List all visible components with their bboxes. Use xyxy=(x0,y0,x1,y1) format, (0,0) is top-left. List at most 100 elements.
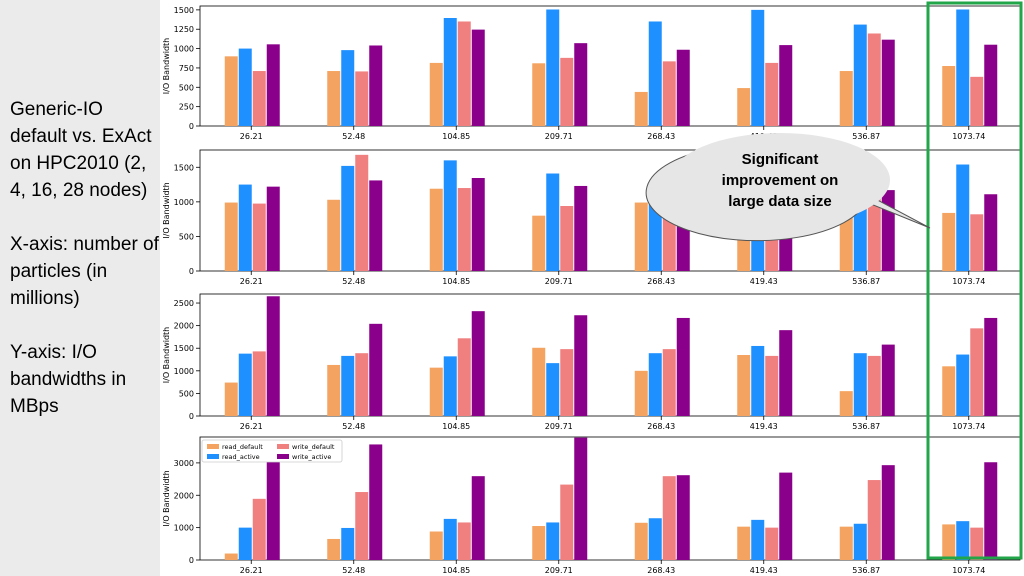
bar-write-default xyxy=(662,476,676,560)
bar-write-default xyxy=(560,484,574,560)
bar-read-active xyxy=(341,50,355,127)
legend-swatch xyxy=(277,444,289,449)
bar-read-active xyxy=(238,184,252,271)
x-tick-label: 26.21 xyxy=(240,277,263,286)
y-tick-label: 0 xyxy=(189,267,194,276)
bar-write-default xyxy=(560,206,574,271)
chart-panel-3: 0 500 1000 1500 2000 2500 I/O Bandwidth 26.21 52… xyxy=(162,293,1021,431)
bar-write-active xyxy=(984,462,998,560)
x-tick-label: 104.85 xyxy=(442,566,470,575)
y-axis-label: I/O Bandwidth xyxy=(162,470,171,526)
bar-write-active xyxy=(779,330,793,416)
bar-read-default xyxy=(634,522,648,560)
y-tick-label: 1500 xyxy=(174,163,194,172)
x-tick-label: 419.43 xyxy=(750,566,778,575)
bar-write-default xyxy=(355,492,369,560)
bar-write-default xyxy=(252,71,266,126)
bar-read-active xyxy=(546,522,560,560)
bar-write-active xyxy=(266,186,280,271)
bar-read-default xyxy=(224,202,238,271)
x-tick-label: 268.43 xyxy=(647,566,675,575)
bar-read-default xyxy=(942,212,956,271)
y-tick-label: 1500 xyxy=(174,344,194,353)
y-tick-label: 3000 xyxy=(174,459,194,468)
x-tick-label: 536.87 xyxy=(852,422,880,431)
bar-write-default xyxy=(662,61,676,126)
x-tick-label: 1073.74 xyxy=(952,277,985,286)
bar-write-active xyxy=(984,44,998,126)
x-tick-label: 536.87 xyxy=(852,277,880,286)
bar-write-active xyxy=(881,39,895,127)
bar-write-default xyxy=(457,21,471,126)
bar-read-default xyxy=(224,553,238,560)
bar-read-active xyxy=(956,354,970,416)
bar-read-active xyxy=(341,355,355,416)
bar-read-active xyxy=(238,48,252,127)
bar-read-active xyxy=(648,21,662,126)
x-tick-label: 209.71 xyxy=(545,422,573,431)
y-tick-label: 1250 xyxy=(174,25,194,34)
sidebar-xaxis-note: X-axis: number of particles (in millions… xyxy=(10,234,159,309)
chart-panel-2: 0 500 1000 1500 I/O Bandwidth 26.21 52.48 104.8… xyxy=(162,149,1021,286)
bar-write-default xyxy=(765,62,779,126)
x-tick-label: 52.48 xyxy=(342,132,365,141)
bar-read-default xyxy=(839,391,853,416)
bar-write-default xyxy=(457,338,471,416)
bar-read-active xyxy=(443,160,457,271)
bar-read-active xyxy=(238,353,252,416)
bar-read-default xyxy=(532,63,546,126)
sidebar-title: Generic-IO default vs. ExAct on HPC2010 … xyxy=(10,99,152,201)
bar-write-active xyxy=(984,194,998,271)
bar-write-active xyxy=(266,44,280,126)
bar-write-active xyxy=(369,444,383,560)
bar-read-default xyxy=(327,199,341,271)
legend-entry: write_active xyxy=(292,453,331,461)
y-tick-label: 1000 xyxy=(174,45,194,54)
x-tick-label: 1073.74 xyxy=(952,422,985,431)
bar-read-active xyxy=(853,523,867,560)
legend-entry: read_default xyxy=(222,443,263,451)
legend-box xyxy=(201,439,343,463)
bar-write-default xyxy=(970,76,984,126)
bar-read-default xyxy=(942,524,956,560)
bar-write-active xyxy=(471,311,485,416)
bar-write-default xyxy=(662,349,676,416)
bar-read-default xyxy=(634,91,648,126)
x-tick-label: 1073.74 xyxy=(952,566,985,575)
y-tick-label: 1000 xyxy=(174,198,194,207)
y-tick-label: 2000 xyxy=(174,491,194,500)
bar-write-active xyxy=(471,178,485,271)
callout-line-1: Significant xyxy=(742,151,819,168)
bar-write-active xyxy=(369,180,383,271)
bar-write-default xyxy=(970,328,984,416)
bar-write-active xyxy=(779,45,793,127)
y-axis-label: I/O Bandwidth xyxy=(162,182,171,238)
sidebar-yaxis-note: Y-axis: I/O bandwidths in MBps xyxy=(10,342,127,417)
legend-entry: read_active xyxy=(222,453,260,461)
bar-write-active xyxy=(881,344,895,416)
bar-write-active xyxy=(471,476,485,560)
y-tick-label: 2000 xyxy=(174,322,194,331)
y-tick-label: 1000 xyxy=(174,367,194,376)
bar-write-default xyxy=(457,188,471,271)
bar-write-default xyxy=(252,498,266,560)
x-tick-label: 1073.74 xyxy=(952,132,985,141)
chart-panel-1: 0 250 500 750 1000 1250 1500 I/O Bandwidth 26.21… xyxy=(162,5,1021,141)
bar-write-active xyxy=(881,465,895,560)
callout-line-3: large data size xyxy=(728,193,831,210)
bar-read-active xyxy=(238,527,252,560)
bar-write-default xyxy=(765,355,779,416)
legend-swatch xyxy=(277,454,289,459)
legend: read_default read_active write_defaultwrit… xyxy=(201,439,343,463)
bar-read-default xyxy=(224,382,238,416)
bar-write-default xyxy=(970,214,984,271)
bar-read-active xyxy=(956,521,970,560)
bar-read-active xyxy=(341,165,355,271)
bar-read-active xyxy=(648,518,662,560)
bar-write-default xyxy=(765,527,779,560)
y-axis-label: I/O Bandwidth xyxy=(162,38,171,94)
x-tick-label: 536.87 xyxy=(852,566,880,575)
bar-read-default xyxy=(942,366,956,416)
bar-read-active xyxy=(443,518,457,560)
